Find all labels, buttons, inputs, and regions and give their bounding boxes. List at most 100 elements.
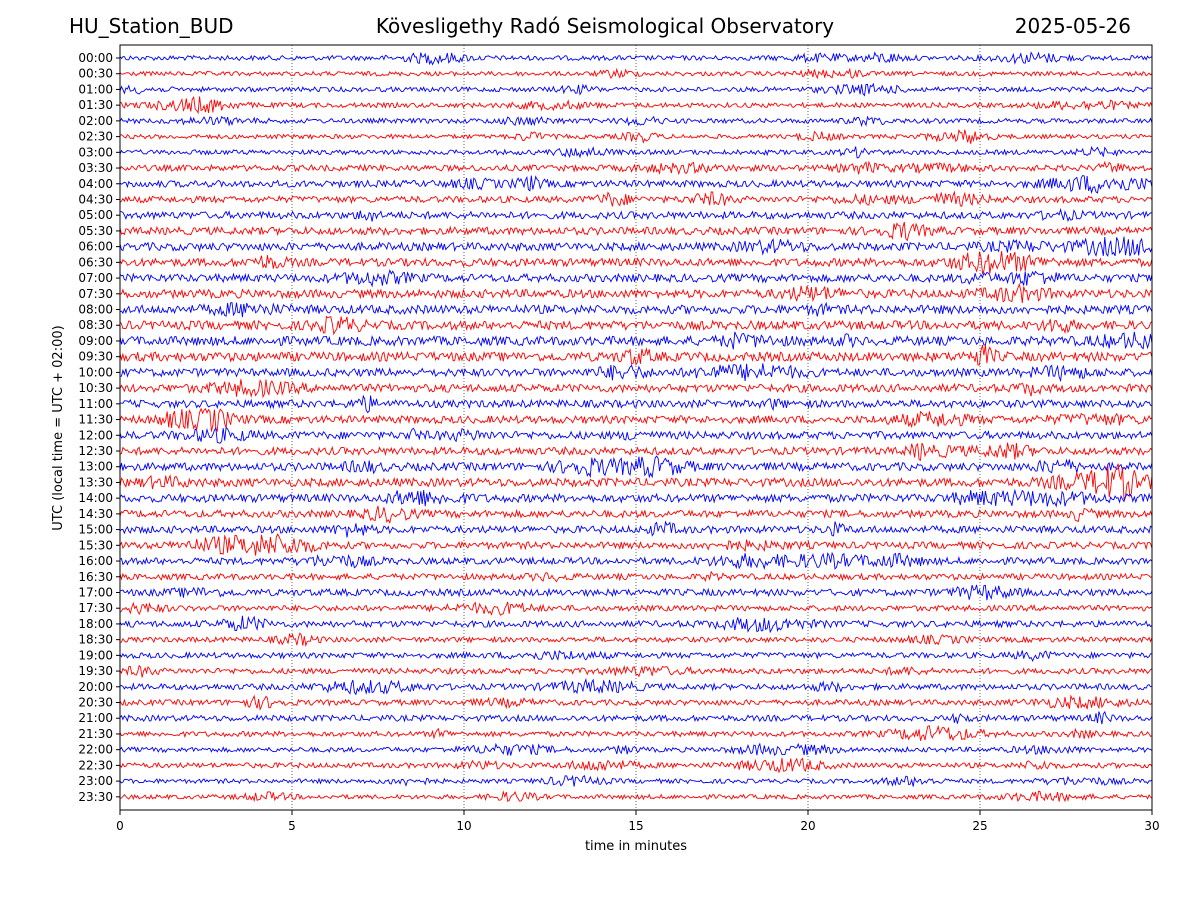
y-tick-label: 06:30	[78, 255, 113, 269]
trace-2300	[119, 774, 1153, 787]
trace-0130	[119, 95, 1153, 115]
chart-title: Kövesligethy Radó Seismological Observat…	[375, 14, 835, 38]
y-tick-label: 14:30	[78, 507, 113, 521]
y-tick-label: 08:30	[78, 318, 113, 332]
y-tick-label: 11:30	[78, 413, 113, 427]
y-tick-label: 18:00	[78, 617, 113, 631]
trace-1030	[119, 379, 1153, 399]
y-tick-label: 23:00	[78, 774, 113, 788]
y-tick-label: 13:00	[78, 460, 113, 474]
trace-1100	[120, 394, 1153, 414]
y-tick-label: 15:00	[78, 523, 113, 537]
trace-0200	[119, 115, 1153, 128]
trace-0730	[119, 282, 1153, 304]
trace-1800	[119, 615, 1153, 634]
trace-2000	[119, 677, 1153, 696]
trace-1130	[119, 407, 1153, 433]
trace-1230	[119, 442, 1153, 461]
y-tick-label: 03:30	[78, 161, 113, 175]
trace-1630	[119, 570, 1153, 583]
y-tick-label: 05:00	[78, 208, 113, 222]
grid-lines	[291, 45, 981, 810]
x-tick-label: 15	[628, 819, 643, 833]
y-tick-label: 04:00	[78, 177, 113, 191]
y-tick-label: 02:00	[78, 114, 113, 128]
y-tick-label: 00:00	[78, 51, 113, 65]
y-tick-label: 10:00	[78, 365, 113, 379]
trace-0630	[119, 251, 1153, 275]
trace-0230	[119, 129, 1153, 144]
y-tick-label: 09:30	[78, 350, 113, 364]
trace-1830	[119, 632, 1153, 648]
y-tick-label: 15:30	[78, 538, 113, 552]
y-tick-label: 02:30	[78, 130, 113, 144]
trace-1300	[119, 455, 1153, 479]
y-tick-label: 00:30	[78, 67, 113, 81]
trace-2100	[119, 710, 1153, 725]
y-tick-label: 21:00	[78, 711, 113, 725]
y-tick-label: 21:30	[78, 727, 113, 741]
y-tick-label: 18:30	[78, 633, 113, 647]
y-tick-label: 16:00	[78, 554, 113, 568]
trace-2330	[119, 790, 1153, 803]
trace-2130	[119, 724, 1153, 742]
trace-0100	[119, 82, 1153, 97]
y-tick-label: 06:00	[78, 240, 113, 254]
trace-0800	[119, 301, 1153, 318]
trace-2200	[119, 742, 1153, 756]
y-tick-label: 07:30	[78, 287, 113, 301]
y-tick-label: 10:30	[78, 381, 113, 395]
x-tick-label: 25	[972, 819, 987, 833]
y-tick-label: 12:00	[78, 428, 113, 442]
y-tick-label: 01:00	[78, 82, 113, 96]
trace-1000	[120, 363, 1153, 383]
x-tick-label: 20	[800, 819, 815, 833]
y-tick-label: 20:30	[78, 696, 113, 710]
x-axis: 0 5 10 15 20 25 30	[116, 810, 1160, 833]
trace-1200	[119, 426, 1153, 444]
trace-1500	[119, 520, 1153, 538]
trace-0330	[119, 160, 1153, 176]
y-tick-label: 23:30	[78, 790, 113, 804]
trace-0000	[119, 51, 1153, 66]
y-tick-label: 03:00	[78, 145, 113, 159]
trace-2030	[119, 694, 1153, 711]
trace-0030	[119, 67, 1153, 80]
y-axis-label: UTC (local time = UTC + 02:00)	[51, 325, 66, 530]
trace-1600	[119, 551, 1153, 571]
trace-1430	[119, 505, 1153, 525]
trace-1930	[119, 664, 1153, 678]
trace-1330	[119, 463, 1153, 500]
trace-0430	[119, 190, 1153, 208]
y-tick-label: 19:30	[78, 664, 113, 678]
x-tick-label: 30	[1144, 819, 1159, 833]
trace-layer	[119, 51, 1153, 803]
trace-0500	[120, 207, 1153, 223]
y-tick-label: 04:30	[78, 192, 113, 206]
trace-1530	[119, 533, 1153, 556]
y-tick-label: 01:30	[78, 98, 113, 112]
y-tick-label: 17:00	[78, 585, 113, 599]
y-tick-label: 11:00	[78, 397, 113, 411]
y-tick-label: 07:00	[78, 271, 113, 285]
chart-date: 2025-05-26	[1014, 14, 1131, 38]
x-tick-label: 10	[456, 819, 471, 833]
trace-0600	[119, 236, 1153, 257]
x-tick-label: 0	[116, 819, 124, 833]
y-tick-label: 14:00	[78, 491, 113, 505]
trace-1400	[119, 488, 1153, 508]
trace-0700	[119, 268, 1153, 288]
trace-0900	[119, 331, 1153, 350]
y-tick-label: 16:30	[78, 570, 113, 584]
x-tick-label: 5	[288, 819, 296, 833]
y-tick-label: 08:00	[78, 303, 113, 317]
y-tick-label: 13:30	[78, 475, 113, 489]
trace-1700	[119, 584, 1153, 601]
trace-0830	[119, 315, 1153, 336]
y-tick-label: 17:30	[78, 601, 113, 615]
y-tick-label: 22:00	[78, 743, 113, 757]
x-axis-label: time in minutes	[585, 839, 687, 854]
trace-1900	[119, 650, 1153, 663]
y-tick-label: 22:30	[78, 758, 113, 772]
